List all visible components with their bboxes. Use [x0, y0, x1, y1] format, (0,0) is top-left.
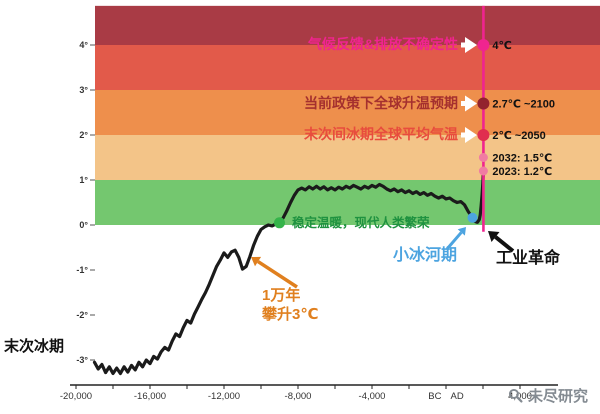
temp-band-4c [95, 5, 600, 46]
marker-limit-4c-label: 4℃ [492, 40, 511, 52]
x-tick-label: -4,000 [359, 391, 386, 402]
annotation-last-glacial: 末次冰期 [4, 337, 64, 355]
annotation-little-ice-age-arrowhead [457, 227, 466, 236]
y-tick-label: -3° [76, 355, 88, 365]
y-tick-label: 0° [79, 220, 88, 230]
annotation-stable-warmth: 稳定温暖，现代人类繁荣 [292, 215, 430, 230]
x-tick-label: -16,000 [134, 391, 166, 402]
marker-year-2023-label: 2023: 1.2℃ [492, 166, 552, 178]
y-tick-label: -1° [76, 265, 88, 275]
x-tick-label: AD [450, 391, 463, 402]
x-tick-label: -20,000 [60, 391, 92, 402]
watermark-logo-icon [508, 388, 523, 403]
x-tick-label: BC [428, 391, 441, 402]
y-tick-label: -2° [76, 310, 88, 320]
annotation-current-policy-arrowhead [465, 95, 477, 112]
marker-year-2032-label: 2032: 1.5℃ [492, 153, 552, 165]
y-tick-label: 4° [79, 40, 88, 50]
annotation-current-policy: 当前政策下全球升温预期 [304, 95, 458, 111]
marker-policy-2-7c-label: 2.7℃ ~2100 [492, 99, 555, 111]
annotation-rise-3c: 1万年攀升3℃ [261, 286, 319, 323]
y-tick-label: 2° [79, 130, 88, 140]
annotation-industrial-revolution-arrowhead [488, 231, 500, 242]
y-tick-label: 1° [79, 175, 88, 185]
annotation-interglacial-arrowhead [465, 127, 477, 143]
marker-policy-2-7c-dot [477, 97, 490, 110]
temp-band-1c [95, 135, 600, 180]
annotation-industrial-revolution: 工业革命 [496, 248, 561, 267]
annotation-rise-3c-arrow [257, 260, 298, 289]
marker-limit-2c-dot [477, 129, 490, 141]
annotation-uncertainty-arrowhead [465, 37, 477, 53]
series-temperature-line [92, 169, 485, 376]
watermark: 未尽研究 [508, 385, 588, 406]
y-tick-label: 3° [79, 85, 88, 95]
annotation-little-ice-age: 小冰河期 [393, 245, 457, 264]
x-tick-label: -12,000 [208, 391, 240, 402]
annotation-interglacial: 末次间冰期全球平均气温 [304, 126, 458, 142]
annotation-little-ice-age-arrow [445, 231, 463, 250]
marker-stable-warmth-dot [274, 217, 285, 229]
x-tick-label: 4,000 [508, 391, 532, 402]
annotation-rise-3c-arrowhead [251, 256, 262, 267]
marker-year-2023-dot [478, 166, 488, 176]
marker-little-ice-age-dot [467, 212, 478, 223]
watermark-text: 未尽研究 [527, 388, 588, 405]
marker-year-2032-dot [478, 153, 488, 162]
marker-limit-4c-dot [477, 39, 490, 51]
temp-band-2c [95, 90, 600, 135]
x-tick-label: -8,000 [285, 391, 312, 402]
annotation-industrial-revolution-arrow [494, 235, 515, 253]
annotation-uncertainty: 气候反馈&排放不确定性 [307, 36, 458, 52]
marker-limit-2c-label: 2℃ ~2050 [492, 130, 545, 142]
temp-band-3c [95, 45, 600, 90]
